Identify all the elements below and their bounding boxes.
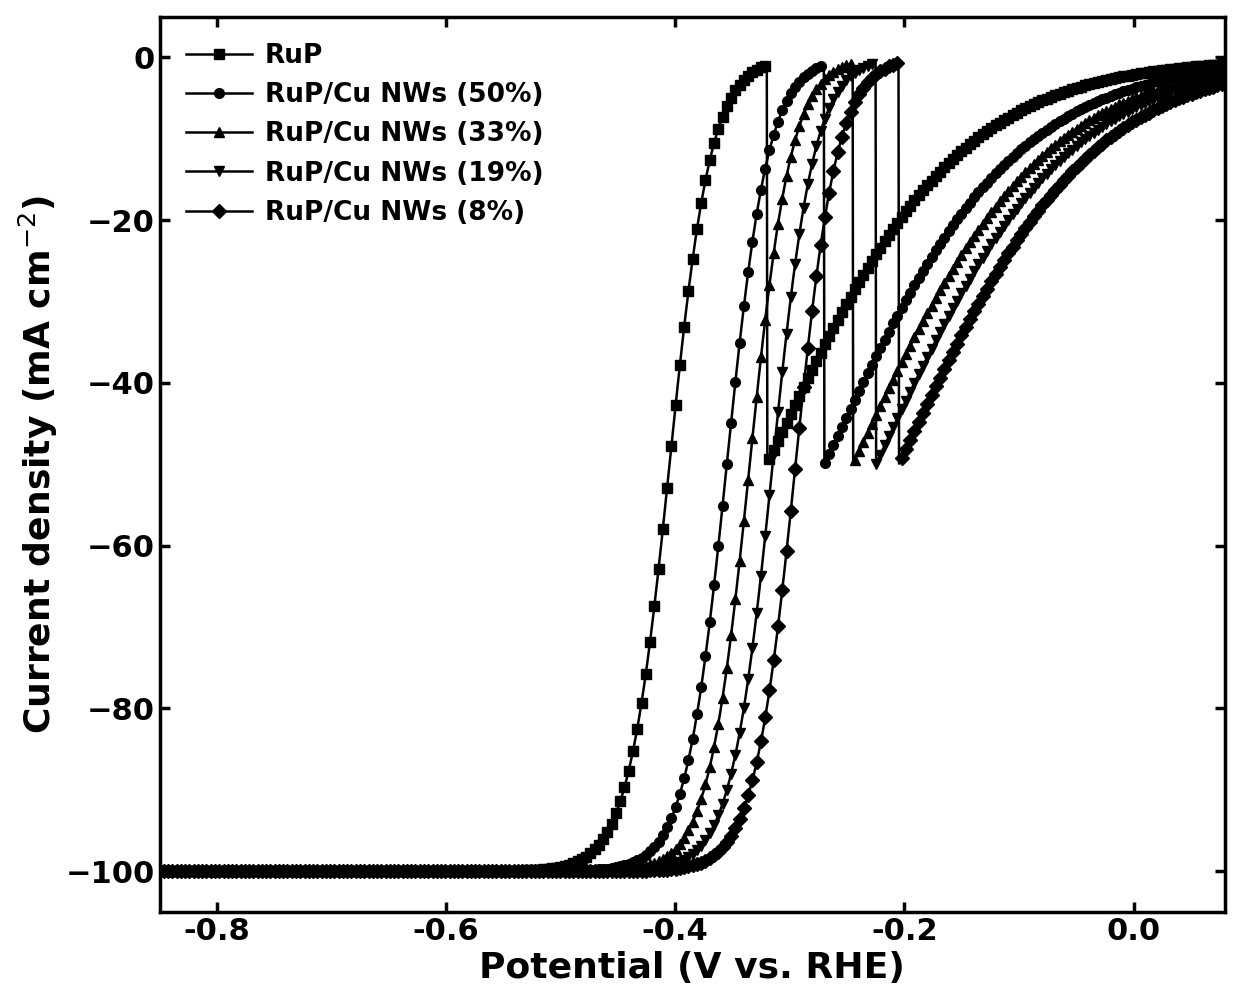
Line: RuP/Cu NWs (33%): RuP/Cu NWs (33%) xyxy=(155,58,1230,876)
RuP/Cu NWs (8%) xyxy=(671,863,686,875)
Line: RuP: RuP xyxy=(155,59,1230,876)
RuP xyxy=(1218,58,1233,70)
RuP/Cu NWs (19%) xyxy=(1218,72,1233,84)
Line: RuP/Cu NWs (50%): RuP/Cu NWs (50%) xyxy=(155,60,1230,876)
RuP/Cu NWs (33%) xyxy=(846,57,861,69)
RuP xyxy=(991,117,1006,129)
RuP/Cu NWs (50%) xyxy=(1187,68,1202,80)
RuP/Cu NWs (19%) xyxy=(1187,79,1202,91)
RuP/Cu NWs (33%) xyxy=(992,195,1007,207)
RuP/Cu NWs (19%) xyxy=(642,863,657,875)
RuP/Cu NWs (19%) xyxy=(1187,79,1202,91)
RuP/Cu NWs (50%) xyxy=(671,795,686,807)
RuP/Cu NWs (19%) xyxy=(671,857,686,869)
Y-axis label: Current density (mA cm$^{-2}$): Current density (mA cm$^{-2}$) xyxy=(16,194,60,733)
RuP/Cu NWs (33%) xyxy=(206,865,221,877)
RuP/Cu NWs (33%) xyxy=(1187,73,1202,85)
RuP xyxy=(206,865,221,877)
RuP/Cu NWs (8%) xyxy=(152,865,166,877)
RuP/Cu NWs (19%) xyxy=(992,226,1007,238)
RuP/Cu NWs (33%) xyxy=(1218,67,1233,79)
RuP xyxy=(642,640,657,652)
RuP/Cu NWs (8%) xyxy=(642,865,657,877)
RuP xyxy=(1186,60,1201,72)
RuP/Cu NWs (8%) xyxy=(1187,86,1202,98)
RuP/Cu NWs (8%) xyxy=(206,865,221,877)
RuP/Cu NWs (50%) xyxy=(816,59,831,71)
RuP/Cu NWs (33%) xyxy=(152,865,166,877)
RuP/Cu NWs (33%) xyxy=(1187,73,1202,85)
RuP/Cu NWs (8%) xyxy=(891,57,905,69)
RuP/Cu NWs (8%) xyxy=(1218,77,1233,89)
RuP/Cu NWs (33%) xyxy=(671,841,686,853)
Line: RuP/Cu NWs (19%): RuP/Cu NWs (19%) xyxy=(155,58,1230,876)
RuP/Cu NWs (50%) xyxy=(992,163,1007,175)
RuP/Cu NWs (8%) xyxy=(992,262,1007,274)
RuP/Cu NWs (50%) xyxy=(1218,63,1233,75)
RuP/Cu NWs (33%) xyxy=(642,859,657,871)
RuP xyxy=(671,379,686,391)
RuP/Cu NWs (19%) xyxy=(152,865,166,877)
RuP xyxy=(1187,60,1202,72)
RuP/Cu NWs (50%) xyxy=(206,865,221,877)
Legend: RuP, RuP/Cu NWs (50%), RuP/Cu NWs (33%), RuP/Cu NWs (19%), RuP/Cu NWs (8%): RuP, RuP/Cu NWs (50%), RuP/Cu NWs (33%),… xyxy=(173,30,556,239)
RuP/Cu NWs (50%) xyxy=(152,865,166,877)
RuP/Cu NWs (50%) xyxy=(1187,68,1202,80)
RuP/Cu NWs (19%) xyxy=(206,865,221,877)
RuP/Cu NWs (50%) xyxy=(642,846,657,858)
RuP/Cu NWs (19%) xyxy=(868,57,883,69)
RuP xyxy=(152,865,166,877)
Line: RuP/Cu NWs (8%): RuP/Cu NWs (8%) xyxy=(155,58,1230,876)
X-axis label: Potential (V vs. RHE): Potential (V vs. RHE) xyxy=(479,951,905,985)
RuP/Cu NWs (8%) xyxy=(1187,86,1202,98)
